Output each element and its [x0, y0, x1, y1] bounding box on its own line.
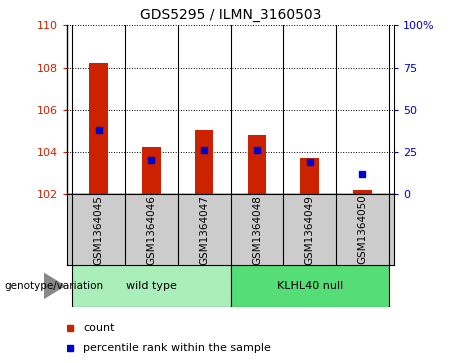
Text: GSM1364049: GSM1364049 — [305, 195, 315, 265]
Bar — [248, 135, 266, 194]
Bar — [72, 265, 230, 307]
Text: GSM1364050: GSM1364050 — [357, 195, 367, 265]
Bar — [301, 158, 319, 194]
Bar — [230, 265, 389, 307]
Text: GSM1364045: GSM1364045 — [94, 195, 104, 265]
Polygon shape — [44, 273, 65, 298]
Text: KLHL40 null: KLHL40 null — [277, 281, 343, 291]
Text: GSM1364047: GSM1364047 — [199, 195, 209, 265]
Text: GSM1364048: GSM1364048 — [252, 195, 262, 265]
Text: count: count — [83, 323, 115, 333]
Bar — [142, 147, 160, 194]
Title: GDS5295 / ILMN_3160503: GDS5295 / ILMN_3160503 — [140, 8, 321, 22]
Bar — [89, 63, 108, 194]
Text: wild type: wild type — [126, 281, 177, 291]
Bar — [195, 130, 213, 194]
Text: genotype/variation: genotype/variation — [5, 281, 104, 291]
Text: GSM1364046: GSM1364046 — [146, 195, 156, 265]
Bar — [353, 189, 372, 194]
Text: percentile rank within the sample: percentile rank within the sample — [83, 343, 271, 354]
